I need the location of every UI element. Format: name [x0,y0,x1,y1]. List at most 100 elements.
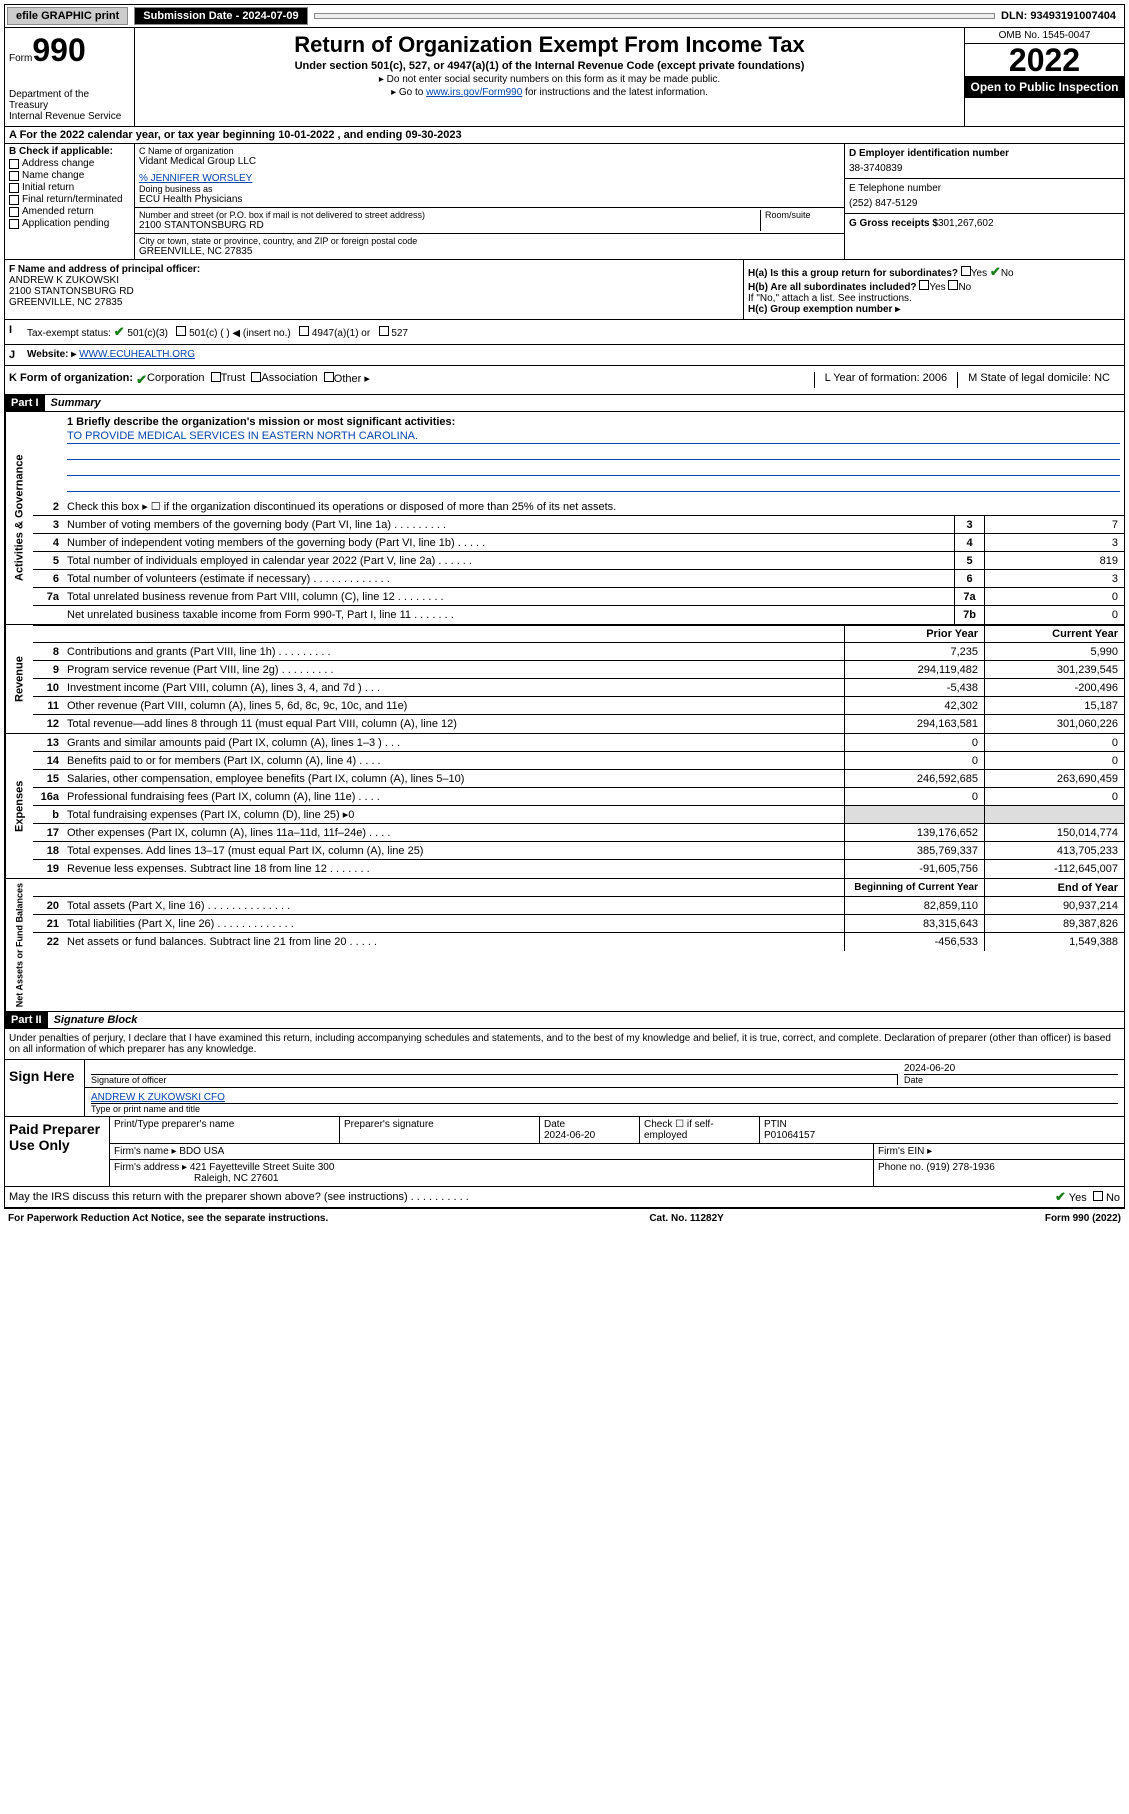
summary-line: 9Program service revenue (Part VIII, lin… [33,661,1124,679]
chk-address-change[interactable] [9,159,19,169]
vert-exp: Expenses [5,734,33,878]
summary-line: 14Benefits paid to or for members (Part … [33,752,1124,770]
chk-527[interactable] [379,326,389,336]
col-b-checkboxes: B Check if applicable: Address change Na… [5,144,135,259]
summary-line: 17Other expenses (Part IX, column (A), l… [33,824,1124,842]
chk-trust[interactable] [211,372,221,382]
may-irs-text: May the IRS discuss this return with the… [9,1191,469,1203]
date-label: Date [904,1074,1118,1085]
chk-amended[interactable] [9,207,19,217]
firm-addr2: Raleigh, NC 27601 [114,1173,279,1184]
form-number: 990 [32,32,85,68]
summary-line: Net unrelated business taxable income fr… [33,606,1124,624]
preparer-row: Paid Preparer Use Only Print/Type prepar… [4,1117,1125,1187]
form-word: Form [9,53,32,64]
curr-year-hdr: Current Year [984,626,1124,642]
header-note-1: ▸ Do not enter social security numbers o… [139,74,960,85]
form-label-cell: Form990 Department of the Treasury Inter… [5,28,135,126]
chk-final-return[interactable] [9,195,19,205]
form-header: Form990 Department of the Treasury Inter… [4,28,1125,127]
efile-print-button[interactable]: efile GRAPHIC print [7,7,128,25]
chk-assoc[interactable] [251,372,261,382]
sign-here-row: Sign Here Signature of officer 2024-06-2… [4,1060,1125,1117]
col-d-right: D Employer identification number 38-3740… [844,144,1124,259]
chk-app-pending[interactable] [9,219,19,229]
prep-name-label: Print/Type preparer's name [110,1117,340,1143]
chk-501c[interactable] [176,326,186,336]
firm-name: BDO USA [179,1146,224,1157]
footer-right: Form 990 (2022) [1045,1213,1121,1224]
summary-line: 20Total assets (Part X, line 16) . . . .… [33,897,1124,915]
summary-line: 11Other revenue (Part VIII, column (A), … [33,697,1124,715]
summary-line: bTotal fundraising expenses (Part IX, co… [33,806,1124,824]
mission-blank-3 [67,478,1120,492]
sign-here-label: Sign Here [5,1060,85,1116]
part2-header: Part II [5,1012,48,1028]
officer-addr1: 2100 STANTONSBURG RD [9,286,134,297]
row-j: J Website: ▸ WWW.ECUHEALTH.ORG [4,345,1125,366]
chk-other[interactable] [324,372,334,382]
firm-addr1: 421 Fayetteville Street Suite 300 [190,1162,335,1173]
city-state-zip: GREENVILLE, NC 27835 [139,246,840,257]
sig-officer-label: Signature of officer [91,1074,897,1085]
dba-label: Doing business as [139,184,840,194]
beg-year-hdr: Beginning of Current Year [844,879,984,896]
net-section: Net Assets or Fund Balances Beginning of… [4,879,1125,1012]
row-bcd: B Check if applicable: Address change Na… [4,144,1125,260]
summary-line: 10Investment income (Part VIII, column (… [33,679,1124,697]
irs-label: Internal Revenue Service [9,111,130,122]
summary-line: 21Total liabilities (Part X, line 26) . … [33,915,1124,933]
summary-line: 7aTotal unrelated business revenue from … [33,588,1124,606]
chk-hb-no[interactable] [948,280,958,290]
open-to-public: Open to Public Inspection [965,76,1124,98]
may-irs-row: May the IRS discuss this return with the… [4,1187,1125,1208]
vert-rev: Revenue [5,625,33,733]
ein-value: 38-3740839 [849,163,1120,174]
chk-initial-return[interactable] [9,183,19,193]
row-i-label: I [5,320,23,344]
page-footer: For Paperwork Reduction Act Notice, see … [4,1208,1125,1228]
tax-year: 2022 [965,44,1124,76]
summary-line: 22Net assets or fund balances. Subtract … [33,933,1124,951]
row-klm: K Form of organization: ✔ Corporation Tr… [4,366,1125,395]
org-name: Vidant Medical Group LLC [139,156,840,167]
summary-line: 16aProfessional fundraising fees (Part I… [33,788,1124,806]
footer-left: For Paperwork Reduction Act Notice, see … [8,1213,328,1224]
checkmark-501c3-icon: ✔ [114,324,125,339]
top-bar: efile GRAPHIC print Submission Date - 20… [4,4,1125,28]
col-c-org-info: C Name of organization Vidant Medical Gr… [135,144,844,259]
l-year: L Year of formation: 2006 [814,372,958,388]
checkmark-yes-icon: ✔ [1055,1189,1066,1204]
summary-line: 4Number of independent voting members of… [33,534,1124,552]
part2-header-row: Part II Signature Block [4,1012,1125,1029]
ptin-value: P01064157 [764,1130,1120,1141]
row-fh: F Name and address of principal officer:… [4,260,1125,320]
chk-irs-no[interactable] [1093,1191,1103,1201]
chk-ha-yes[interactable] [961,266,971,276]
street-address: 2100 STANTONSBURG RD [139,220,760,231]
gross-label: G Gross receipts $ [849,218,938,229]
mission-blank-1 [67,446,1120,460]
irs-link[interactable]: www.irs.gov/Form990 [426,87,522,98]
col-h-group: H(a) Is this a group return for subordin… [744,260,1124,319]
chk-hb-yes[interactable] [919,280,929,290]
vert-gov: Activities & Governance [5,412,33,624]
website-link[interactable]: WWW.ECUHEALTH.ORG [79,349,195,360]
firm-ein-label: Firm's EIN ▸ [874,1144,1124,1159]
header-right: OMB No. 1545-0047 2022 Open to Public In… [964,28,1124,126]
chk-name-change[interactable] [9,171,19,181]
k-label: K Form of organization: [9,372,133,388]
prep-date: 2024-06-20 [544,1130,635,1141]
firm-phone: (919) 278-1936 [926,1162,994,1173]
tel-label: E Telephone number [849,183,1120,194]
summary-line: 8Contributions and grants (Part VIII, li… [33,643,1124,661]
footer-mid: Cat. No. 11282Y [649,1213,723,1224]
addr-label: Number and street (or P.O. box if mail i… [139,210,760,220]
ein-label: D Employer identification number [849,148,1120,159]
paid-preparer-label: Paid Preparer Use Only [5,1117,110,1186]
mission-text: TO PROVIDE MEDICAL SERVICES IN EASTERN N… [67,430,1120,444]
officer-label: F Name and address of principal officer: [9,264,200,275]
spacer [314,13,995,19]
chk-4947[interactable] [299,326,309,336]
sig-date: 2024-06-20 [904,1063,1118,1074]
